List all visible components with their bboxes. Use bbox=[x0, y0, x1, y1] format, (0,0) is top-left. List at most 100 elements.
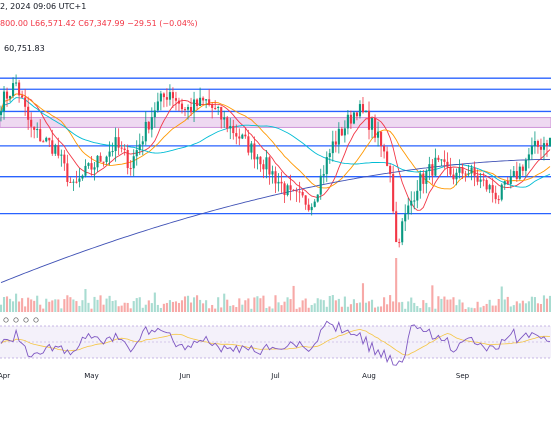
candle-body bbox=[205, 99, 208, 101]
header-close: C67,347.99 bbox=[78, 19, 125, 28]
volume-bar bbox=[370, 299, 374, 312]
volume-bar bbox=[512, 305, 515, 312]
volume-bar bbox=[383, 297, 386, 312]
candle-body bbox=[398, 242, 401, 244]
volume-bar bbox=[15, 293, 18, 312]
candle-body bbox=[548, 137, 551, 146]
volume-bar bbox=[202, 303, 205, 312]
volume-bar bbox=[509, 306, 512, 312]
volume-bar bbox=[217, 297, 220, 312]
x-axis-label: Jul bbox=[270, 372, 280, 380]
volume-bar bbox=[545, 298, 549, 312]
candle-body bbox=[274, 171, 277, 184]
candle-body bbox=[265, 157, 268, 170]
volume-bar bbox=[102, 304, 105, 312]
candle-body bbox=[413, 200, 416, 202]
volume-bar bbox=[180, 300, 184, 312]
candle-body bbox=[253, 143, 256, 160]
candle-body bbox=[410, 200, 413, 206]
candle-body bbox=[307, 204, 310, 211]
volume-bar bbox=[380, 306, 383, 312]
candle-body bbox=[36, 129, 39, 131]
candle-body bbox=[186, 106, 190, 110]
volume-bar bbox=[0, 304, 3, 312]
volume-bar bbox=[183, 296, 187, 312]
volume-bar bbox=[337, 298, 340, 312]
candle-body bbox=[2, 91, 6, 112]
candle-body bbox=[527, 154, 530, 161]
candle-body bbox=[443, 159, 446, 162]
candle-body bbox=[536, 140, 539, 147]
candle-body bbox=[470, 167, 473, 174]
candle-body bbox=[162, 93, 165, 98]
volume-bar bbox=[2, 297, 6, 312]
candle-body bbox=[54, 145, 57, 154]
volume-bar bbox=[93, 296, 96, 312]
candle-body bbox=[241, 134, 244, 139]
candle-body bbox=[425, 170, 428, 184]
candle-body bbox=[196, 99, 199, 106]
rsi-line bbox=[0, 320, 551, 366]
candle-body bbox=[395, 211, 398, 243]
x-axis: Apr May Jun Jul Aug Sep bbox=[0, 372, 470, 380]
volume-bar bbox=[27, 297, 30, 312]
volume-bar bbox=[437, 296, 440, 312]
volume-bar bbox=[328, 295, 331, 312]
volume-bar bbox=[536, 303, 539, 312]
x-axis-label: Apr bbox=[0, 372, 10, 380]
candle-body bbox=[301, 192, 304, 196]
volume-bar bbox=[156, 304, 159, 312]
volume-bar bbox=[235, 307, 238, 312]
candle-body bbox=[256, 156, 259, 160]
candle-body bbox=[81, 175, 84, 179]
candle-body bbox=[168, 92, 171, 100]
volume-bar bbox=[277, 302, 280, 312]
candle-body bbox=[244, 134, 247, 137]
volume-bar bbox=[479, 307, 482, 312]
candle-body bbox=[322, 174, 325, 176]
volume-bar bbox=[280, 305, 283, 312]
candle-body bbox=[0, 111, 3, 116]
volume-bar bbox=[521, 300, 524, 312]
volume-bar bbox=[410, 297, 413, 312]
candle-body bbox=[57, 145, 60, 156]
volume-bar bbox=[132, 301, 135, 312]
volume-bar bbox=[292, 285, 295, 312]
candle-body bbox=[377, 131, 380, 138]
candle-body bbox=[277, 181, 280, 184]
candle-body bbox=[78, 178, 81, 182]
candle-body bbox=[370, 118, 374, 130]
candle-body bbox=[153, 110, 156, 118]
volume-bar bbox=[334, 300, 337, 312]
volume-bar bbox=[141, 307, 144, 312]
volume-bar bbox=[238, 298, 241, 312]
rsi-settings-icon bbox=[23, 317, 29, 323]
volume-bar bbox=[322, 300, 325, 312]
volume-bar bbox=[60, 308, 63, 312]
volume-bar bbox=[208, 308, 211, 312]
candle-body bbox=[223, 117, 226, 120]
volume-bar bbox=[42, 308, 45, 312]
volume-bar bbox=[265, 307, 268, 312]
annotated-low-label: 60,751.83 bbox=[4, 44, 45, 53]
volume-bar bbox=[162, 303, 165, 312]
volume-bar bbox=[66, 295, 69, 312]
candle-body bbox=[319, 175, 322, 195]
candle-body bbox=[310, 206, 313, 211]
volume-bar bbox=[539, 303, 543, 312]
volume-bar bbox=[419, 308, 422, 312]
volume-bar bbox=[346, 306, 349, 312]
candle-body bbox=[102, 161, 105, 163]
volume-bar bbox=[476, 301, 479, 312]
volume-bar bbox=[434, 308, 437, 312]
volume-bar bbox=[135, 298, 138, 312]
candle-body bbox=[446, 161, 449, 167]
candle-body bbox=[434, 157, 437, 176]
volume-bar bbox=[325, 306, 328, 312]
candle-body bbox=[289, 185, 292, 190]
volume-bar bbox=[87, 302, 90, 312]
volume-bar bbox=[256, 296, 259, 312]
volume-bar bbox=[189, 302, 193, 312]
candle-body bbox=[407, 205, 410, 215]
